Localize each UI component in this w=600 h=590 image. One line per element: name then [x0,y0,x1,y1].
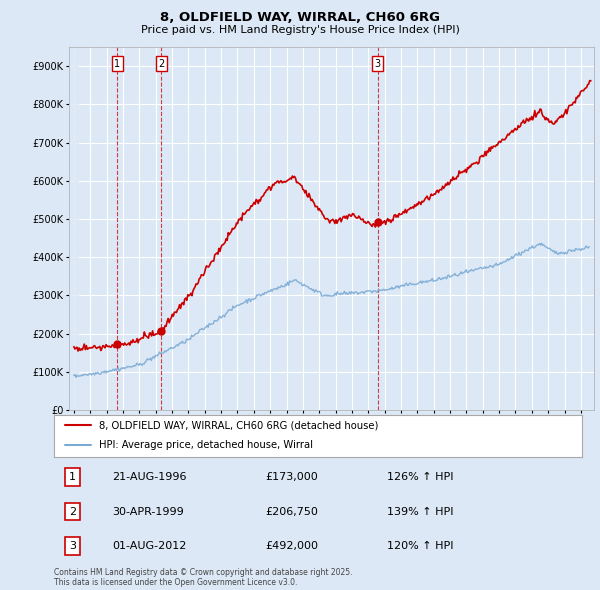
Text: 8, OLDFIELD WAY, WIRRAL, CH60 6RG: 8, OLDFIELD WAY, WIRRAL, CH60 6RG [160,11,440,24]
Text: 2: 2 [158,58,164,68]
Text: 1: 1 [114,58,120,68]
Text: Contains HM Land Registry data © Crown copyright and database right 2025.
This d: Contains HM Land Registry data © Crown c… [54,568,353,587]
Text: 120% ↑ HPI: 120% ↑ HPI [386,541,453,550]
Text: 126% ↑ HPI: 126% ↑ HPI [386,472,453,481]
Text: 21-AUG-1996: 21-AUG-1996 [112,472,187,481]
Text: £206,750: £206,750 [265,507,318,516]
Bar [69,47,79,410]
Text: 8, OLDFIELD WAY, WIRRAL, CH60 6RG (detached house): 8, OLDFIELD WAY, WIRRAL, CH60 6RG (detac… [99,421,378,430]
Text: 139% ↑ HPI: 139% ↑ HPI [386,507,453,516]
Text: 3: 3 [375,58,381,68]
Text: 3: 3 [69,541,76,550]
Text: 2: 2 [69,507,76,516]
Text: £492,000: £492,000 [265,541,318,550]
Text: 1: 1 [69,472,76,481]
Text: 01-AUG-2012: 01-AUG-2012 [112,541,187,550]
Text: 30-APR-1999: 30-APR-1999 [112,507,184,516]
Text: HPI: Average price, detached house, Wirral: HPI: Average price, detached house, Wirr… [99,440,313,450]
Text: £173,000: £173,000 [265,472,318,481]
Text: Price paid vs. HM Land Registry's House Price Index (HPI): Price paid vs. HM Land Registry's House … [140,25,460,35]
